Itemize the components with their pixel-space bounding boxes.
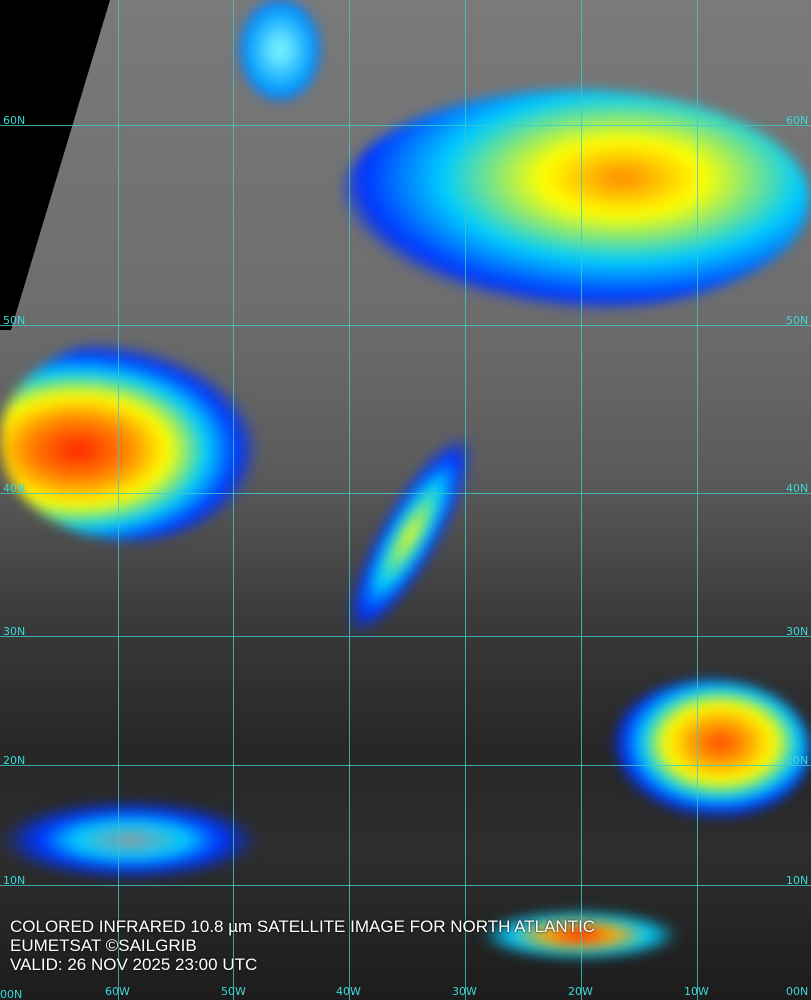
grid-line-60w: [118, 0, 119, 1000]
lat-label-10n-right: 10N: [786, 874, 809, 887]
grid-line-40n: [0, 493, 811, 494]
lat-label-30n: 30N: [3, 625, 26, 638]
africa-convection: [610, 680, 810, 820]
image-caption: COLORED INFRARED 10.8 µm SATELLITE IMAGE…: [10, 917, 595, 974]
grid-line-20n: [0, 765, 811, 766]
grid-line-50w: [233, 0, 234, 1000]
grid-line-40w: [349, 0, 350, 1000]
lon-label-10w: 10W: [684, 985, 709, 998]
itcz-convection: [480, 910, 680, 960]
lon-label-30w: 30W: [452, 985, 477, 998]
lat-label-40n: 40N: [3, 482, 26, 495]
grid-line-30w: [465, 0, 466, 1000]
caption-valid-time: VALID: 26 NOV 2025 23:00 UTC: [10, 955, 258, 974]
lat-label-50n-right: 50N: [786, 314, 809, 327]
lat-label-20n: 20N: [3, 754, 26, 767]
lon-label-40w: 40W: [336, 985, 361, 998]
storm-cloud-north: [340, 90, 810, 310]
lon-label-20w: 20W: [568, 985, 593, 998]
lat-label-50n: 50N: [3, 314, 26, 327]
caribbean-convection: [0, 800, 260, 880]
grid-line-10n: [0, 885, 811, 886]
lat-label-60n-right: 60N: [786, 114, 809, 127]
lat-label-40n-right: 40N: [786, 482, 809, 495]
caption-title: COLORED INFRARED 10.8 µm SATELLITE IMAGE…: [10, 917, 596, 936]
grid-line-50n: [0, 325, 811, 326]
grid-line-60n: [0, 125, 811, 126]
space-background: [0, 0, 110, 330]
lat-label-20n-right: 20N: [786, 754, 809, 767]
cold-front-band: [326, 420, 494, 650]
lat-label-60n: 60N: [3, 114, 26, 127]
lat-label-10n: 10N: [3, 874, 26, 887]
storm-cloud-west: [0, 340, 260, 540]
grid-line-30n: [0, 636, 811, 637]
grid-line-10w: [697, 0, 698, 1000]
caption-source: EUMETSAT ©SAILGRIB: [10, 936, 197, 955]
greenland-ice: [240, 0, 320, 100]
lon-label-50w: 50W: [221, 985, 246, 998]
lon-label-60w: 60W: [105, 985, 130, 998]
corner-label-bottom-right: 00N: [786, 985, 809, 998]
grid-line-20w: [581, 0, 582, 1000]
lat-label-30n-right: 30N: [786, 625, 809, 638]
corner-label-bottom-left: 00N: [0, 988, 23, 1000]
